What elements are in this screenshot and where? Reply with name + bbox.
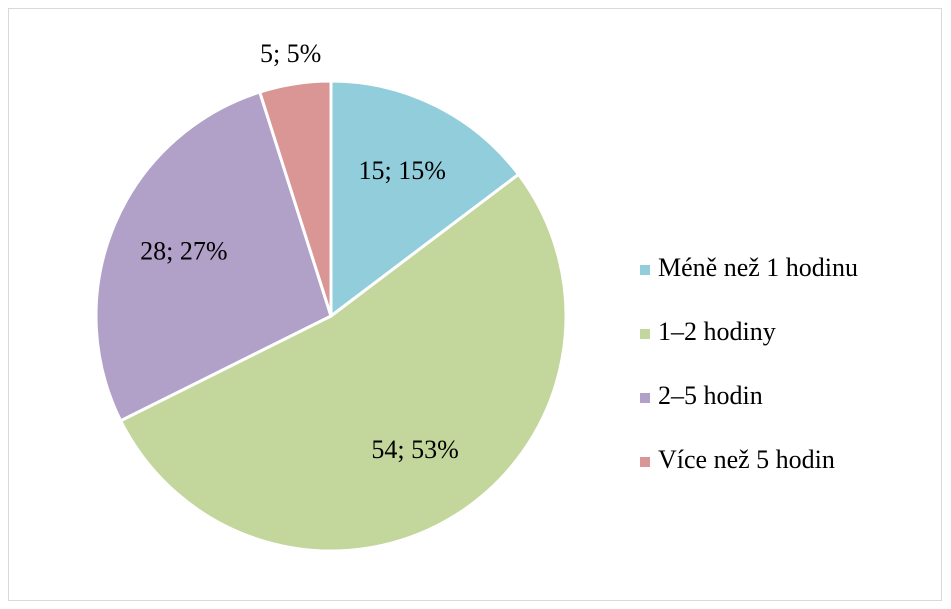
legend-swatch [640,393,650,403]
legend-swatch [640,329,650,339]
data-label: 28; 27% [140,237,227,266]
legend-swatch [640,457,650,467]
pie-slice [329,79,521,320]
pie-slice [118,172,568,553]
legend-label: Více než 5 hodin [658,445,835,474]
legend-label: Méně než 1 hodinu [658,253,858,282]
pie-slice [257,79,333,317]
legend-swatch [640,265,650,275]
data-label: 54; 53% [371,435,458,464]
pie-slice [94,90,333,423]
legend-label: 1–2 hodiny [658,317,776,346]
data-label: 5; 5% [260,39,321,68]
data-label: 15; 15% [359,156,446,185]
legend-label: 2–5 hodin [658,381,763,410]
